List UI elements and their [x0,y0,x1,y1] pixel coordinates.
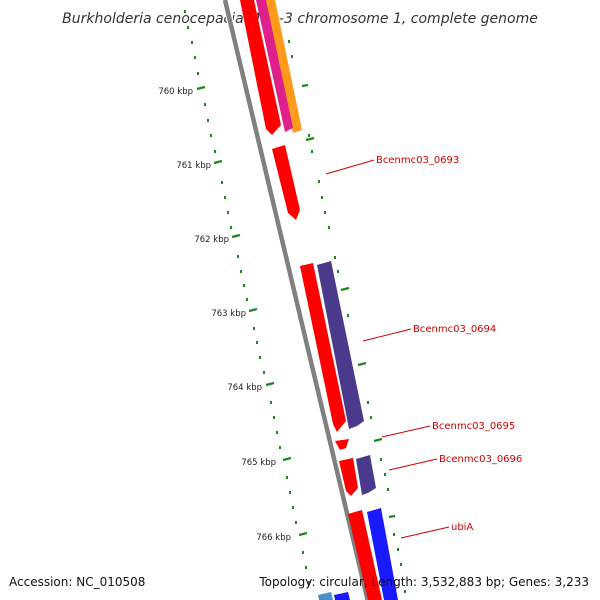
feature-cog-0694 [317,261,364,429]
tick-label-762: 762 kbp [194,235,229,245]
feature-cds-0696 [339,458,358,496]
feature-cog-blue-bottom [334,592,350,600]
feature-cog-orange [265,0,302,133]
gene-label-bcenmc03-0693[interactable]: Bcenmc03_0693 [376,155,459,166]
tick-mark-766 [298,531,308,537]
map-title: Burkholderia cenocepacia MC0-3 chromosom… [62,11,538,27]
gene-label-ubiA[interactable]: ubiA [451,522,473,533]
gene-labels: Bcenmc03_0693 Bcenmc03_0694 Bcenmc03_069… [376,155,522,533]
leader-0694 [362,328,412,342]
gene-label-bcenmc03-0696[interactable]: Bcenmc03_0696 [439,454,522,465]
tick-mark-761 [213,159,223,165]
tick-label-764: 764 kbp [227,383,262,393]
tick-column-left [184,10,310,584]
gene-label-bcenmc03-0695[interactable]: Bcenmc03_0695 [432,421,515,432]
leader-0695 [381,425,431,438]
feature-cds-0695 [335,439,349,450]
feature-cds-ubiA [348,510,382,600]
feature-cog-lightblue-bottom [318,592,333,600]
genome-summary-text: Topology: circular; Length: 3,532,883 bp… [258,575,589,589]
tick-labels: 760 kbp 761 kbp 762 kbp 763 kbp 764 kbp … [158,87,291,543]
tick-label-761: 761 kbp [176,161,211,171]
tick-mark-765 [282,456,292,462]
leader-ubiA [400,526,450,539]
label-leaders [325,159,450,539]
tick-mark-760 [196,85,206,91]
leader-0696 [388,458,438,471]
feature-cds-0694 [300,263,346,432]
tick-label-763: 763 kbp [211,309,246,319]
tick-label-760: 760 kbp [158,87,193,97]
gene-label-bcenmc03-0694[interactable]: Bcenmc03_0694 [413,324,496,335]
feature-cds-top [240,0,281,135]
accession-text: Accession: NC_010508 [9,575,145,589]
tick-mark-762 [231,233,241,239]
feature-cog-magenta [256,0,293,132]
features [240,0,398,600]
tick-label-766: 766 kbp [256,533,291,543]
tick-label-765: 765 kbp [241,458,276,468]
tick-mark-763 [248,307,258,313]
tick-mark-764 [265,381,275,387]
tick-column-right [288,40,406,593]
backbone [221,0,372,600]
major-ticks [196,83,396,537]
feature-cds-0693 [272,145,300,220]
feature-cog-0696 [356,455,376,495]
feature-cog-ubiA [367,508,398,600]
leader-0693 [325,159,375,175]
